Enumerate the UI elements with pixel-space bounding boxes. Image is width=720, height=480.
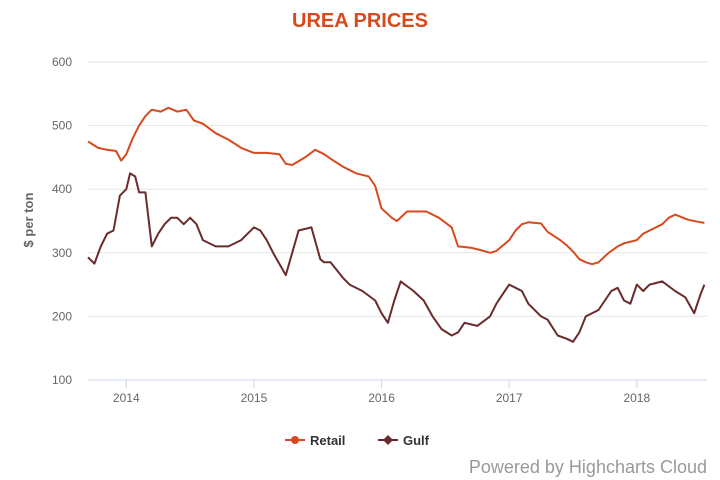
x-tick-label: 2016	[368, 391, 395, 405]
x-axis-ticks: 2014 2015 2016 2017 2018	[113, 380, 650, 405]
legend-label-gulf: Gulf	[403, 433, 430, 448]
legend-marker-gulf	[383, 435, 393, 445]
chart-title: UREA PRICES	[292, 10, 428, 32]
y-tick-label: 400	[52, 182, 72, 196]
x-tick-label: 2015	[241, 391, 268, 405]
credits-link[interactable]: Powered by Highcharts Cloud	[469, 457, 707, 477]
series-line-retail[interactable]	[87, 106, 705, 266]
legend-label-retail: Retail	[310, 433, 345, 448]
y-tick-label: 500	[52, 119, 72, 133]
x-tick-label: 2018	[623, 391, 650, 405]
x-tick-label: 2017	[496, 391, 523, 405]
y-tick-label: 300	[52, 246, 72, 260]
legend-marker-retail	[291, 436, 299, 444]
y-tick-label: 600	[52, 55, 72, 69]
x-tick-label: 2014	[113, 391, 140, 405]
legend-item-gulf[interactable]: Gulf	[378, 433, 430, 448]
legend-item-retail[interactable]: Retail	[285, 433, 345, 448]
y-axis-label: $ per ton	[21, 192, 36, 247]
legend: Retail Gulf	[285, 433, 430, 448]
series-lines	[87, 106, 706, 343]
y-tick-label: 200	[52, 309, 72, 323]
y-axis-ticks: 100 200 300 400 500 600	[52, 55, 72, 387]
y-tick-label: 100	[52, 373, 72, 387]
series-line-gulf[interactable]	[87, 172, 706, 343]
